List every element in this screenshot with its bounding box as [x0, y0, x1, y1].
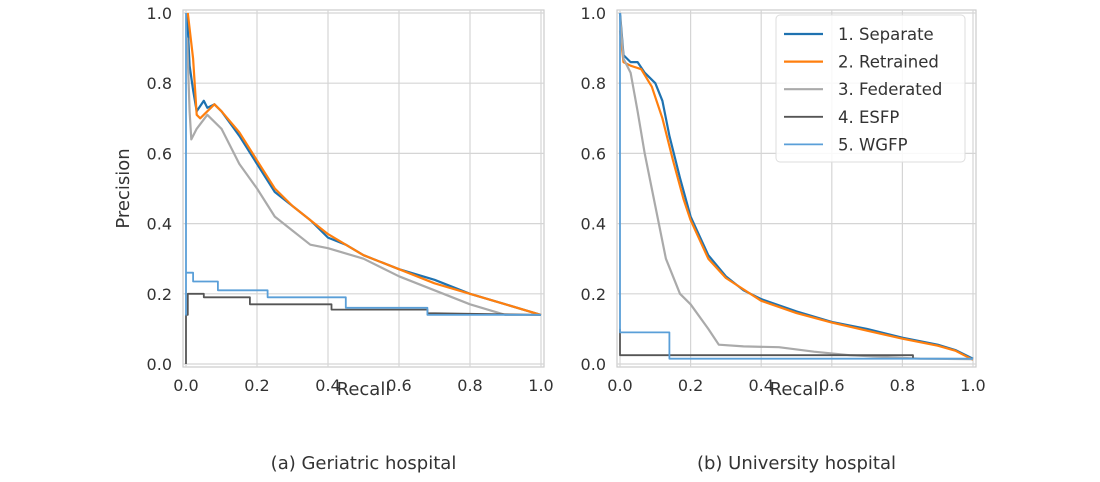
x-tick-label: 0.2: [244, 376, 269, 395]
x-axis-label: Recall: [770, 379, 824, 400]
legend-label: 5. WGFP: [838, 135, 908, 154]
series-line-retrained: [618, 30, 974, 361]
legend: 1. Separate 2. Retrained 3. Federated 4. ES…: [775, 14, 966, 163]
x-tick-label: 0.8: [890, 376, 915, 395]
legend-box: [775, 14, 966, 163]
y-tick-label: 0.6: [147, 144, 172, 163]
y-tick-label: 0.2: [147, 285, 172, 304]
subplot-caption: (b) University hospital: [697, 453, 896, 474]
panel-b: 0.0 0.2 0.4 0.6 0.8 1.0 0.0 0.2 0.4 0.6 0.8 1.0 Reca…: [581, 4, 986, 474]
y-tick-label: 0.4: [147, 215, 172, 234]
x-tick-label: 0.2: [678, 376, 703, 395]
x-axis-label: Recall: [337, 379, 391, 400]
legend-label: 2. Retrained: [838, 53, 939, 72]
subplot-caption: (a) Geriatric hospital: [271, 453, 457, 474]
y-tick-label: 1.0: [147, 4, 172, 23]
x-tick-label: 0.6: [819, 376, 844, 395]
panel-a: 0.0 0.2 0.4 0.6 0.8 1.0 0.0 0.2 0.4 0.6 0.8 1.0 Reca…: [113, 4, 554, 474]
x-tick-label: 1.0: [528, 376, 553, 395]
series-line-wgfp: [185, 13, 541, 316]
x-tick-label: 1.0: [960, 376, 985, 395]
legend-label: 1. Separate: [838, 25, 934, 44]
series-line-esfp: [185, 292, 542, 364]
y-tick-label: 0.8: [147, 74, 172, 93]
series-line-separate: [618, 12, 974, 360]
y-tick-label: 0.6: [581, 144, 606, 163]
y-axis-label: Precision: [113, 148, 134, 228]
y-tick-label: 0.0: [581, 355, 606, 374]
series-line-retrained: [186, 12, 542, 316]
x-tick-label: 0.0: [607, 376, 632, 395]
x-tick-label: 0.8: [457, 376, 482, 395]
legend-label: 3. Federated: [838, 80, 942, 99]
y-tick-label: 0.0: [147, 355, 172, 374]
y-tick-label: 0.8: [581, 74, 606, 93]
y-tick-label: 0.4: [581, 215, 606, 234]
x-tick-label: 0.4: [315, 376, 340, 395]
y-tick-label: 0.2: [581, 285, 606, 304]
series-line-separate: [186, 12, 542, 316]
series-line-wgfp: [619, 13, 973, 360]
legend-label: 4. ESFP: [838, 108, 899, 127]
series-line-esfp: [619, 328, 914, 359]
series-line-federated: [186, 37, 541, 316]
x-tick-label: 0.0: [173, 376, 198, 395]
x-tick-label: 0.6: [386, 376, 411, 395]
y-tick-label: 1.0: [581, 4, 606, 23]
x-tick-label: 0.4: [748, 376, 773, 395]
